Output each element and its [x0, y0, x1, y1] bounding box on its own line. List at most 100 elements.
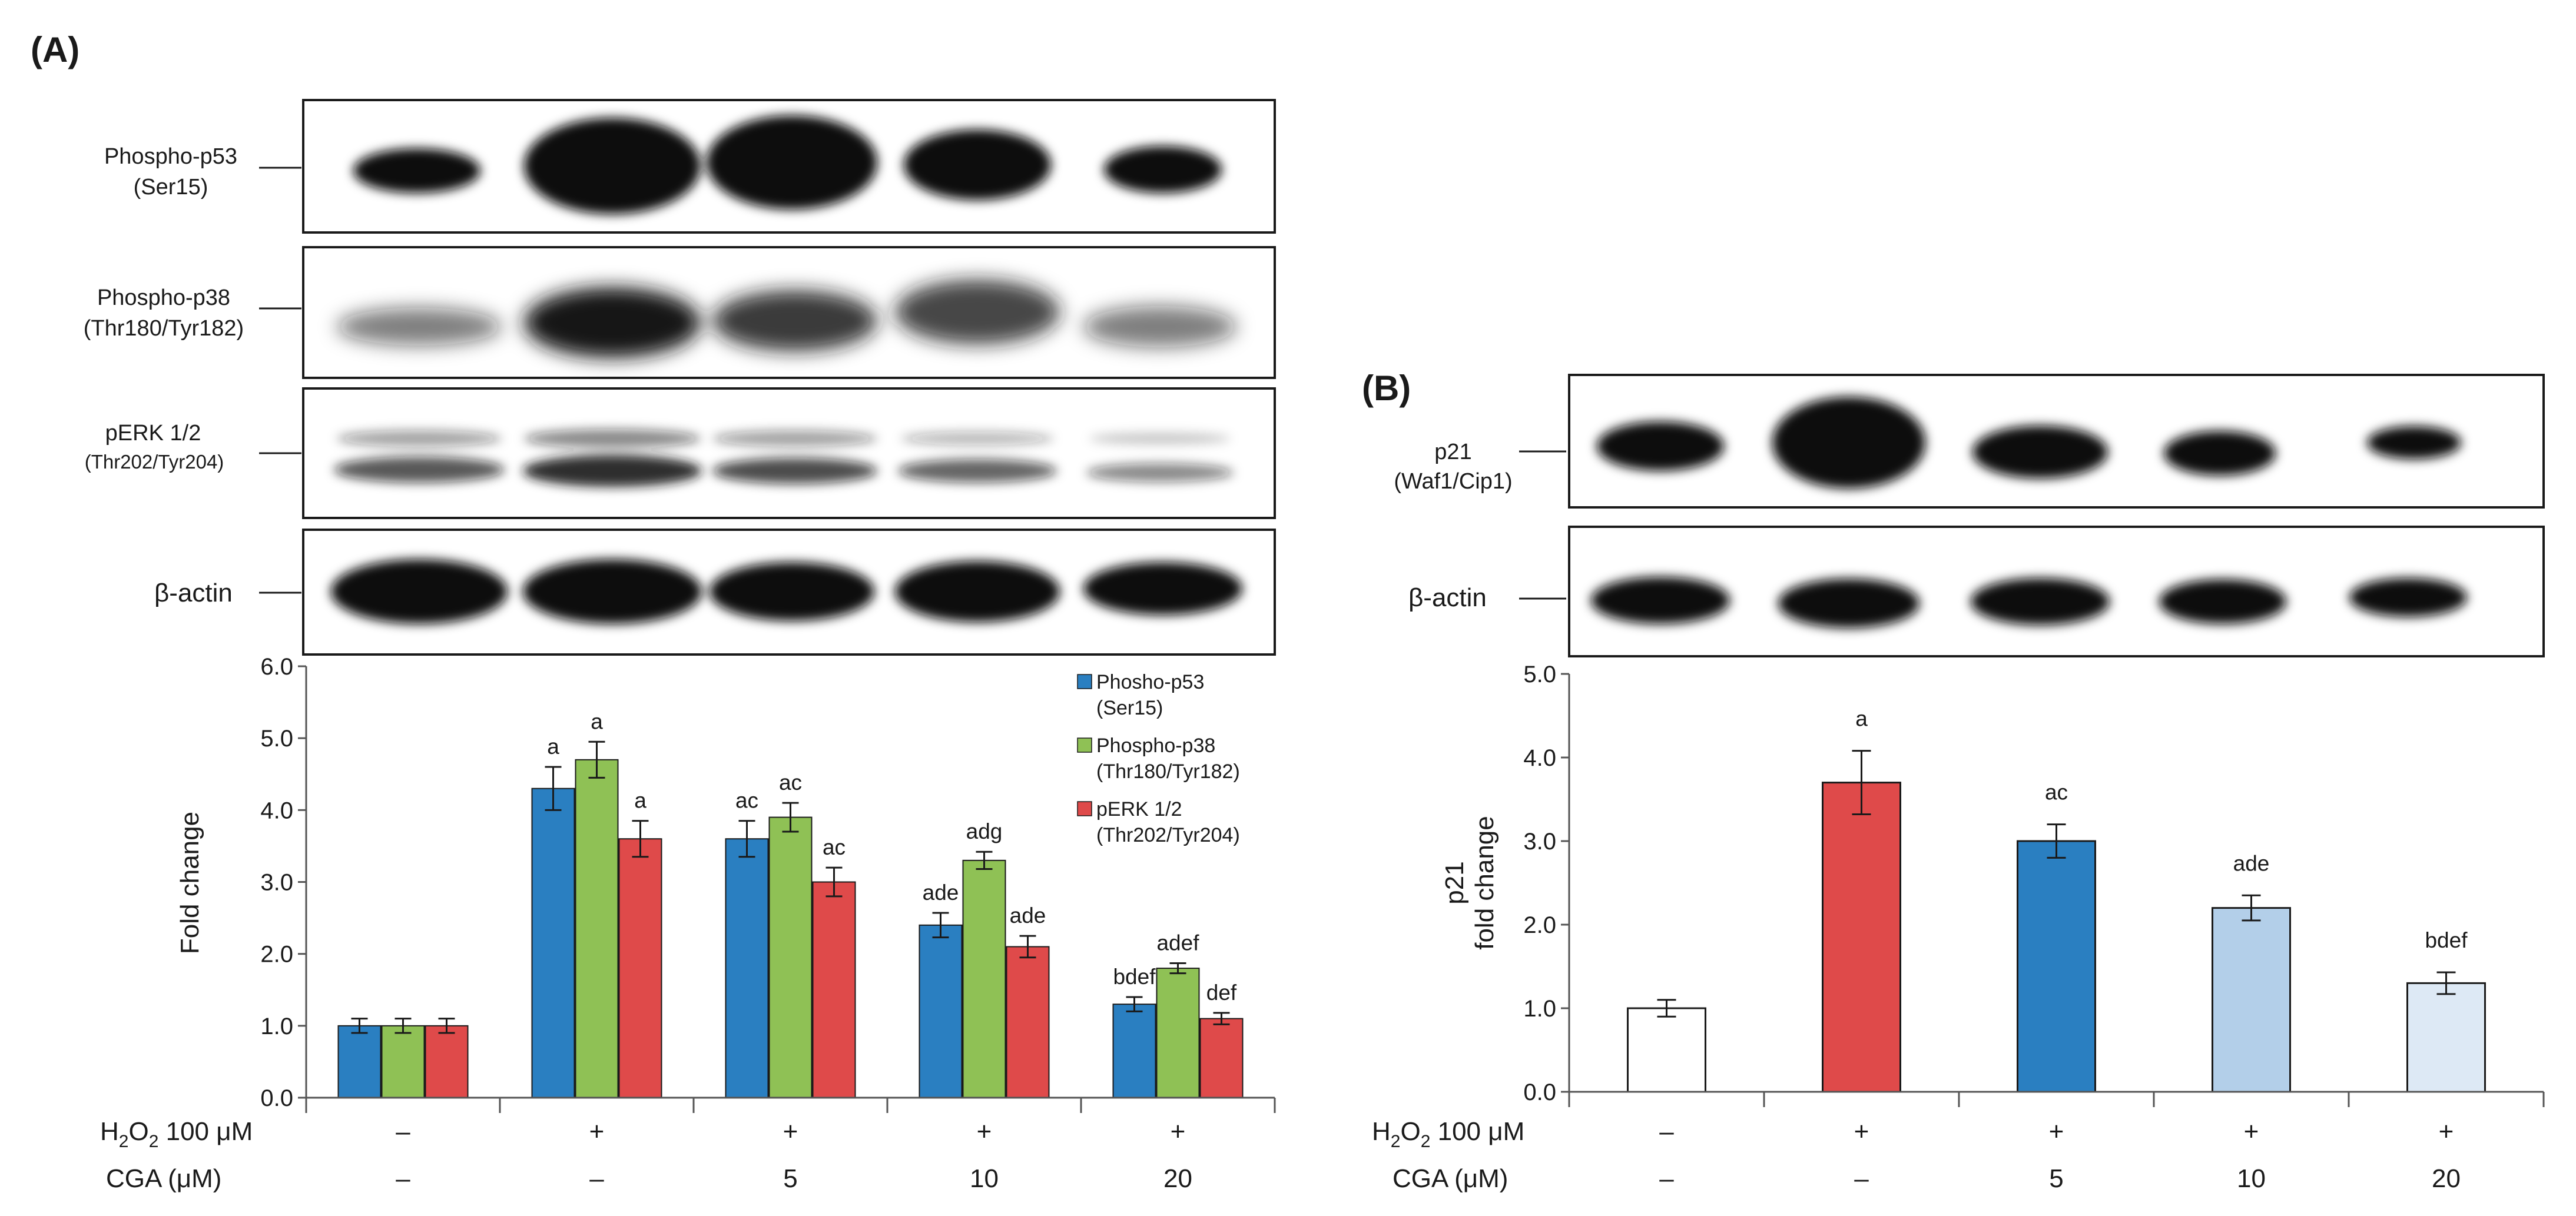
bar-perk	[618, 838, 662, 1098]
y-tick-label: 2.0	[1523, 912, 1556, 938]
blot-p21	[1568, 374, 2545, 509]
blot-phospho-p53	[302, 99, 1276, 234]
bar-perk	[1199, 1018, 1244, 1099]
chart-b: p21 fold change 0.0 1.0 2.0 3.0 4.0 5.0 a ac ad…	[1372, 662, 2545, 1193]
y-tick-label: 4.0	[1523, 745, 1556, 771]
h2o2-value: +	[2244, 1117, 2259, 1146]
chart-b-y-ticks: 0.0 1.0 2.0 3.0 4.0 5.0	[1523, 662, 1569, 1105]
chart-a-y-axis-title: Fold change	[175, 812, 204, 954]
bar-perk	[1006, 946, 1050, 1098]
significance-label: a	[634, 789, 647, 813]
h2o2-value: +	[783, 1117, 798, 1146]
bar-p21	[2406, 982, 2486, 1093]
blot-labels-b: p21 (Waf1/Cip1) β-actin	[1394, 440, 1566, 612]
blot-labels-a: Phospho-p53 (Ser15) Phospho-p38 (Thr180/…	[84, 144, 301, 607]
chart-a-conditions: H2O2 100 μM CGA (μM) – – + – +5 +10 +20	[100, 1117, 1192, 1193]
chart-a-y-ticks: 0.0 1.0 2.0 3.0 4.0 5.0 6.0	[260, 654, 306, 1111]
cga-value: –	[1854, 1164, 1869, 1193]
chart-b-y-axis-title: p21	[1440, 861, 1469, 904]
legend-sublabel-p53: (Ser15)	[1096, 697, 1163, 719]
blot-bands	[331, 559, 1242, 624]
significance-label: ac	[779, 770, 802, 795]
h2o2-label-b: H2O2 100 μM	[1372, 1117, 1524, 1151]
blot-label-beta-actin-b: β-actin	[1408, 583, 1487, 612]
bar-perk	[425, 1025, 469, 1099]
blot-bands	[334, 429, 1234, 487]
significance-label: adef	[1156, 931, 1199, 955]
bar-p38	[575, 759, 619, 1098]
y-tick-label: 5.0	[260, 726, 293, 752]
y-tick-label: 2.0	[260, 942, 293, 968]
blot-bands	[1597, 397, 2461, 489]
bar-p21	[1822, 782, 1901, 1093]
blot-bands	[337, 280, 1236, 358]
significance-label: a	[591, 709, 603, 733]
blot-label-phospho-p38: Phospho-p38	[97, 285, 230, 310]
chart-b-conditions: H2O2 100 μM CGA (μM) – – + – +5 +10 +20	[1372, 1117, 2461, 1193]
cga-value: 10	[2237, 1164, 2266, 1193]
bar-p38	[768, 816, 813, 1099]
y-tick-label: 3.0	[260, 870, 293, 896]
significance-label: ac	[823, 835, 846, 859]
cga-value: –	[396, 1164, 410, 1193]
significance-label: a	[1855, 707, 1868, 731]
panel-a-label: (A)	[31, 30, 79, 69]
significance-label: adg	[966, 819, 1003, 843]
chart-a-axes	[305, 666, 1276, 1113]
blot-label-p21: p21	[1434, 440, 1471, 464]
blot-bands	[353, 115, 1222, 214]
cga-value: 10	[970, 1164, 999, 1193]
cga-value: –	[1659, 1164, 1674, 1193]
y-tick-label: 3.0	[1523, 829, 1556, 855]
blot-label-phospho-p53: Phospho-p53	[104, 144, 237, 169]
chart-b-condition-values: – – + – +5 +10 +20	[1659, 1117, 2461, 1193]
h2o2-value: +	[589, 1117, 605, 1146]
bar-p38	[1156, 968, 1200, 1098]
bar-p53	[1112, 1004, 1156, 1099]
blot-perk	[302, 387, 1276, 519]
chart-a: Fold change 0.01.02.03.04.05.06.0 aaa aca…	[100, 654, 1276, 1193]
h2o2-value: –	[1659, 1117, 1674, 1146]
cga-label-a: CGA (μM)	[106, 1164, 221, 1193]
panel-b-label: (B)	[1362, 368, 1411, 408]
legend-sublabel-p38: (Thr180/Tyr182)	[1096, 760, 1240, 783]
legend-label-perk: pERK 1/2	[1096, 798, 1182, 820]
chart-b-bars: a ac ade bdef	[1627, 707, 2486, 1093]
y-tick-label: 0.0	[1523, 1079, 1556, 1105]
legend-sublabel-perk: (Thr202/Tyr204)	[1096, 824, 1240, 846]
cga-value: 5	[783, 1164, 797, 1193]
blot-bands	[1591, 577, 2467, 628]
y-tick-label: 4.0	[260, 798, 293, 823]
y-tick-label: 6.0	[260, 654, 293, 680]
blot-beta-actin-a	[302, 529, 1276, 656]
h2o2-value: +	[1171, 1117, 1186, 1146]
bar-p38	[381, 1025, 425, 1099]
h2o2-label-a: H2O2 100 μM	[100, 1117, 253, 1151]
significance-label: ade	[2233, 851, 2270, 875]
blot-label-beta-actin: β-actin	[154, 579, 233, 607]
blot-phospho-p38	[302, 246, 1276, 379]
bar-p21	[1627, 1007, 1706, 1093]
h2o2-value: +	[977, 1117, 992, 1146]
y-tick-label: 0.0	[260, 1085, 293, 1111]
significance-label: ade	[923, 881, 959, 905]
significance-label: a	[547, 735, 559, 759]
chart-a-legend: Phosho-p53 (Ser15) Phospho-p38 (Thr180/T…	[1077, 671, 1240, 846]
cga-value: 20	[1163, 1164, 1192, 1193]
blot-label-perk: pERK 1/2	[105, 421, 201, 446]
chart-a-condition-values: – – + – +5 +10 +20	[396, 1117, 1192, 1193]
legend-label-p53: Phosho-p53	[1096, 671, 1204, 693]
h2o2-value: +	[2049, 1117, 2064, 1146]
bar-p38	[962, 859, 1006, 1098]
legend-swatch-perk	[1077, 801, 1092, 816]
blot-beta-actin-b	[1568, 526, 2545, 657]
bar-p53	[725, 838, 769, 1098]
legend-swatch-p53	[1077, 674, 1092, 689]
y-tick-label: 5.0	[1523, 662, 1556, 687]
h2o2-value: +	[1854, 1117, 1869, 1146]
cga-value: 5	[2049, 1164, 2063, 1193]
cga-label-b: CGA (μM)	[1393, 1164, 1508, 1193]
significance-label: ac	[2045, 780, 2068, 805]
significance-label: ac	[735, 789, 758, 813]
